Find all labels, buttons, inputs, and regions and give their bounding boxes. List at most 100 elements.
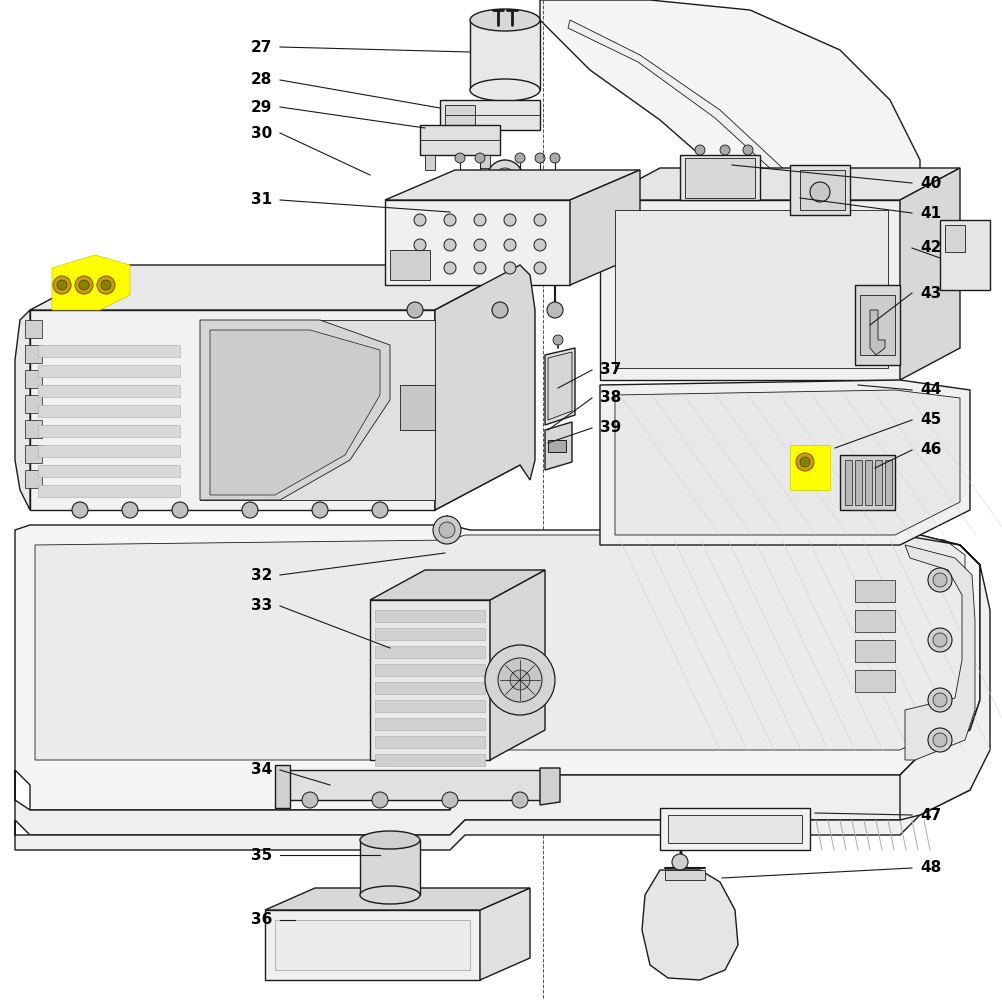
Circle shape xyxy=(928,688,952,712)
Polygon shape xyxy=(15,750,980,850)
Circle shape xyxy=(57,280,67,290)
Circle shape xyxy=(442,792,458,808)
Text: 44: 44 xyxy=(920,382,941,397)
Polygon shape xyxy=(35,535,965,760)
Circle shape xyxy=(101,280,111,290)
Polygon shape xyxy=(375,736,485,748)
Polygon shape xyxy=(568,20,900,280)
Ellipse shape xyxy=(470,79,540,101)
Circle shape xyxy=(796,453,814,471)
Polygon shape xyxy=(855,640,895,662)
Polygon shape xyxy=(375,700,485,712)
Circle shape xyxy=(547,302,563,318)
Polygon shape xyxy=(685,158,755,198)
Circle shape xyxy=(510,670,530,690)
Circle shape xyxy=(933,693,947,707)
Polygon shape xyxy=(265,888,530,910)
Polygon shape xyxy=(390,250,430,280)
Polygon shape xyxy=(600,380,970,545)
Polygon shape xyxy=(275,765,290,808)
Polygon shape xyxy=(385,200,570,285)
Polygon shape xyxy=(540,768,560,805)
Circle shape xyxy=(933,573,947,587)
Polygon shape xyxy=(870,310,885,355)
Text: 37: 37 xyxy=(600,362,621,377)
Polygon shape xyxy=(875,460,882,505)
Polygon shape xyxy=(38,465,180,477)
Polygon shape xyxy=(285,770,545,800)
Circle shape xyxy=(242,502,258,518)
Text: 38: 38 xyxy=(600,390,621,406)
Circle shape xyxy=(75,276,93,294)
Text: 43: 43 xyxy=(920,286,941,300)
Polygon shape xyxy=(370,600,490,760)
Circle shape xyxy=(444,214,456,226)
Polygon shape xyxy=(545,422,572,470)
Text: 46: 46 xyxy=(920,442,941,458)
Text: 27: 27 xyxy=(250,39,272,54)
Circle shape xyxy=(414,214,426,226)
Circle shape xyxy=(504,262,516,274)
Circle shape xyxy=(97,276,115,294)
Polygon shape xyxy=(885,460,892,505)
Text: 35: 35 xyxy=(250,848,272,862)
Text: 29: 29 xyxy=(250,100,272,114)
Circle shape xyxy=(485,645,555,715)
Polygon shape xyxy=(38,485,180,497)
Circle shape xyxy=(444,239,456,251)
Polygon shape xyxy=(480,155,490,168)
Text: 40: 40 xyxy=(920,176,941,190)
Circle shape xyxy=(122,502,138,518)
Polygon shape xyxy=(470,20,540,90)
Text: 39: 39 xyxy=(600,420,621,436)
Circle shape xyxy=(928,728,952,752)
Circle shape xyxy=(695,145,705,155)
Circle shape xyxy=(372,792,388,808)
Polygon shape xyxy=(860,295,895,355)
Polygon shape xyxy=(375,754,485,766)
Circle shape xyxy=(79,280,89,290)
Circle shape xyxy=(672,854,688,870)
Circle shape xyxy=(492,302,508,318)
Polygon shape xyxy=(25,395,42,413)
Polygon shape xyxy=(38,405,180,417)
Polygon shape xyxy=(25,320,42,338)
Circle shape xyxy=(414,239,426,251)
Circle shape xyxy=(553,335,563,345)
Circle shape xyxy=(498,658,542,702)
Circle shape xyxy=(928,628,952,652)
Polygon shape xyxy=(570,170,640,285)
Polygon shape xyxy=(600,200,900,380)
Circle shape xyxy=(720,145,730,155)
Polygon shape xyxy=(38,385,180,397)
Circle shape xyxy=(495,168,515,188)
Polygon shape xyxy=(545,348,575,425)
Polygon shape xyxy=(25,345,42,363)
Polygon shape xyxy=(30,265,520,310)
Circle shape xyxy=(515,153,525,163)
Text: 30: 30 xyxy=(250,125,272,140)
Ellipse shape xyxy=(360,831,420,849)
Circle shape xyxy=(534,214,546,226)
Circle shape xyxy=(550,153,560,163)
Circle shape xyxy=(487,160,523,196)
Circle shape xyxy=(302,792,318,808)
Circle shape xyxy=(474,214,486,226)
Circle shape xyxy=(312,502,328,518)
Text: 28: 28 xyxy=(250,73,272,88)
Polygon shape xyxy=(38,445,180,457)
Circle shape xyxy=(414,262,426,274)
Polygon shape xyxy=(375,646,485,658)
Text: 48: 48 xyxy=(920,860,941,876)
Polygon shape xyxy=(38,425,180,437)
Text: 41: 41 xyxy=(920,206,941,221)
Circle shape xyxy=(743,145,753,155)
Polygon shape xyxy=(660,808,810,850)
Circle shape xyxy=(444,262,456,274)
Bar xyxy=(548,440,566,452)
Polygon shape xyxy=(25,420,42,438)
Text: 33: 33 xyxy=(250,598,272,613)
Circle shape xyxy=(504,239,516,251)
Polygon shape xyxy=(445,105,475,125)
Polygon shape xyxy=(420,125,500,155)
